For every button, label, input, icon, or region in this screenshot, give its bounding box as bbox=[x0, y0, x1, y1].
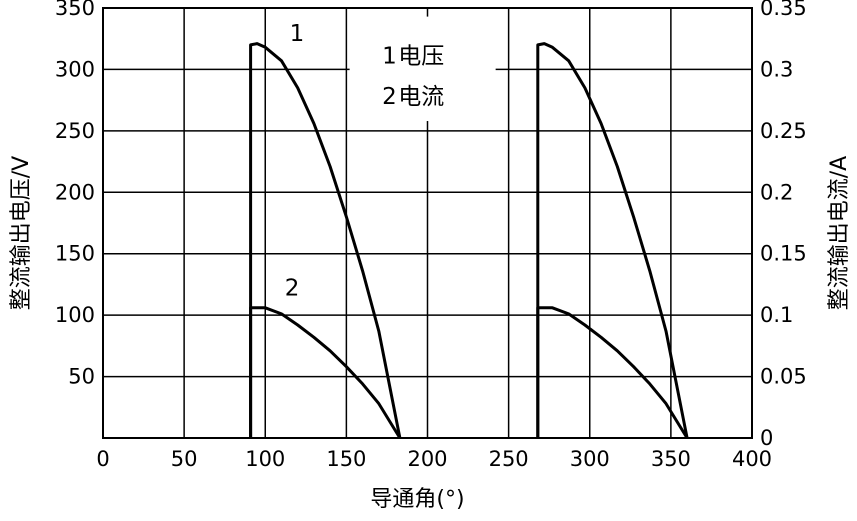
legend-label-current: 电流 bbox=[398, 84, 444, 110]
y2-tick-label: 0.3 bbox=[760, 57, 793, 81]
y-axis-title: 整流输出电压/V bbox=[9, 156, 34, 310]
series-2-line-1 bbox=[249, 306, 402, 439]
y-tick-label: 300 bbox=[55, 57, 95, 81]
y2-tick-label: 0 bbox=[760, 426, 773, 450]
x-tick-label: 100 bbox=[245, 447, 285, 471]
series-1-line-1 bbox=[249, 42, 402, 439]
series-2-line-2 bbox=[536, 306, 689, 439]
y2-tick-labels: 0 0.05 0.1 0.15 0.2 0.25 0.3 0.35 bbox=[760, 0, 807, 450]
x-tick-label: 200 bbox=[407, 447, 447, 471]
curve-label-current: 2 bbox=[285, 275, 300, 301]
x-tick-label: 50 bbox=[171, 447, 198, 471]
y2-axis-title: 整流输出电流/A bbox=[827, 156, 852, 310]
plot-frame bbox=[102, 7, 753, 439]
x-tick-label: 300 bbox=[570, 447, 610, 471]
y2-tick-label: 0.15 bbox=[760, 242, 807, 266]
y-tick-labels: 50 100 150 200 250 300 350 bbox=[55, 0, 95, 389]
y2-tick-label: 0.1 bbox=[760, 303, 793, 327]
y2-tick-label: 0.2 bbox=[760, 180, 793, 204]
x-tick-label: 250 bbox=[489, 447, 529, 471]
legend-key-current: 2 bbox=[382, 84, 397, 110]
legend-label-voltage: 电压 bbox=[398, 43, 444, 69]
curve-label-voltage: 1 bbox=[290, 21, 305, 47]
series-1-line-2 bbox=[536, 42, 689, 439]
x-tick-labels: 0 50 100 150 200 250 300 350 400 bbox=[96, 447, 772, 471]
y2-tick-label: 0.25 bbox=[760, 119, 807, 143]
x-tick-label: 350 bbox=[651, 447, 691, 471]
y-tick-label: 100 bbox=[55, 303, 95, 327]
legend-box bbox=[349, 16, 496, 122]
series bbox=[249, 42, 689, 439]
legend: 1 电压 2 电流 bbox=[349, 16, 496, 122]
y-tick-label: 50 bbox=[68, 365, 95, 389]
y2-tick-label: 0.05 bbox=[760, 365, 807, 389]
y-tick-label: 250 bbox=[55, 119, 95, 143]
legend-key-voltage: 1 bbox=[382, 43, 397, 69]
y-tick-label: 350 bbox=[55, 0, 95, 20]
x-tick-label: 400 bbox=[732, 447, 772, 471]
x-tick-label: 0 bbox=[96, 447, 109, 471]
y-tick-label: 150 bbox=[55, 242, 95, 266]
x-tick-label: 150 bbox=[326, 447, 366, 471]
y-tick-label: 200 bbox=[55, 180, 95, 204]
x-axis-title: 导通角(°) bbox=[370, 487, 464, 512]
plot-border bbox=[102, 7, 753, 439]
y2-tick-label: 0.35 bbox=[760, 0, 807, 20]
